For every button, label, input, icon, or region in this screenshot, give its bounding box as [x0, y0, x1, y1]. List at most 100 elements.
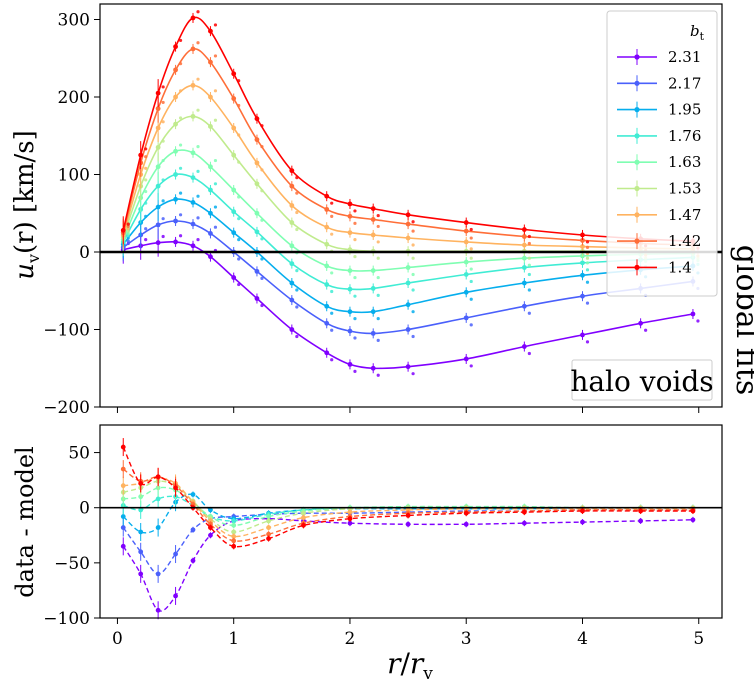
- data-dot-1.47-5: [213, 89, 218, 93]
- point-1.76-5: [208, 187, 213, 193]
- data-dot-1.63-14: [527, 263, 531, 267]
- point-1.53-9: [324, 241, 330, 247]
- global-fits-label: global fits: [729, 245, 754, 396]
- point-1.95-11: [370, 309, 376, 315]
- data-dot-1.47-12: [411, 243, 415, 247]
- data-dot-1.95-1: [144, 214, 148, 218]
- point-1.95-14: [521, 280, 527, 286]
- legend-entry-1.63: 1.63: [617, 153, 701, 171]
- point-2.31-12: [405, 364, 411, 370]
- point-2.31-10: [405, 521, 411, 527]
- data-dot-1.63-10: [353, 275, 357, 280]
- point-1.4-4: [190, 15, 196, 21]
- point-1.4-13: [580, 508, 585, 514]
- point-2.31-2: [155, 607, 161, 613]
- data-dot-1.95-8: [295, 288, 299, 292]
- point-1.53-6: [231, 152, 237, 158]
- data-dot-2.17-15: [585, 301, 590, 305]
- top-panel-frame: [99, 3, 723, 408]
- point-2.17-3: [173, 551, 178, 557]
- data-dot-2.31-2: [161, 234, 165, 239]
- point-1.76-2: [155, 496, 161, 502]
- data-dot-2.17-6: [237, 257, 241, 261]
- data-dot-1.76-10: [353, 294, 357, 298]
- y-tick-label: 100: [58, 166, 90, 186]
- point-2.31-5: [208, 532, 213, 538]
- point-1.95-4: [190, 200, 196, 205]
- data-dot-1.95-10: [353, 317, 357, 321]
- legend-entry-2.17: 2.17: [617, 74, 701, 92]
- data-dot-1.53-15: [585, 256, 590, 260]
- point-1.4-9: [347, 516, 353, 522]
- legend-marker: [634, 185, 640, 192]
- data-dot-2.17-9: [330, 328, 334, 332]
- data-dot-1.47-8: [295, 210, 299, 215]
- point-2.17-7: [254, 268, 260, 274]
- data-dot-1.63-15: [585, 261, 590, 265]
- point-1.4-15: [690, 508, 696, 514]
- point-1.63-2: [155, 164, 161, 170]
- data-dot-1.76-11: [376, 293, 380, 297]
- point-1.76-11: [370, 286, 376, 291]
- bottom-panel-frame: [99, 424, 723, 619]
- point-1.95-2: [155, 525, 161, 530]
- series-1.76: [120, 169, 696, 295]
- point-2.17-11: [370, 330, 376, 336]
- legend-label: 2.31: [668, 48, 701, 66]
- bottom-x-axis: 0 1 2 3 4 5: [112, 618, 704, 649]
- data-dot-2.17-4: [196, 216, 200, 220]
- point-2.31-3: [173, 593, 178, 599]
- legend-entry-1.47: 1.47: [617, 206, 701, 224]
- point-1.95-6: [231, 230, 237, 236]
- data-dot-2.31-14: [527, 351, 531, 356]
- data-dot-1.63-12: [411, 272, 415, 277]
- point-2.31-9: [324, 350, 330, 356]
- legend-label: 1.42: [668, 232, 701, 250]
- point-2.17-2: [155, 571, 161, 577]
- data-dot-1.53-12: [411, 256, 415, 260]
- data-dot-1.95-13: [469, 297, 473, 301]
- point-2.31-4: [190, 558, 196, 564]
- point-1.76-14: [521, 265, 527, 270]
- point-2.17-15: [580, 293, 585, 299]
- point-2.31-6: [231, 275, 237, 280]
- point-2.31-9: [347, 520, 353, 526]
- series-line-1.4: [122, 16, 693, 242]
- point-2.31-8: [289, 327, 295, 332]
- data-dot-2.31-4: [196, 238, 200, 242]
- point-1.53-2: [155, 144, 161, 150]
- data-dot-1.53-13: [469, 256, 473, 260]
- legend-label: 1.76: [668, 127, 701, 145]
- point-2.17-2: [155, 222, 161, 228]
- data-dot-1.4-2: [161, 85, 165, 89]
- point-1.47-14: [521, 242, 527, 248]
- data-dot-1.42-10: [353, 221, 357, 225]
- data-dot-1.4-1: [144, 147, 148, 151]
- point-1.42-2: [155, 106, 161, 112]
- point-1.53-6: [231, 529, 237, 535]
- series-line-2.31: [122, 517, 693, 612]
- data-dot-1.4-3: [178, 38, 183, 43]
- data-dot-1.53-8: [295, 227, 299, 232]
- data-dot-1.4-13: [469, 227, 473, 232]
- data-dot-1.76-5: [213, 182, 218, 186]
- data-dot-2.31-13: [469, 364, 473, 368]
- point-1.4-5: [208, 525, 213, 530]
- point-1.42-11: [370, 217, 376, 222]
- data-dot-1.53-11: [376, 256, 380, 260]
- legend-entries: 2.31 2.17 1.95 1.76 1.63 1.53 1.47 1.42 1.4: [617, 48, 701, 276]
- point-1.4-15: [580, 232, 585, 238]
- point-1.47-0: [120, 483, 126, 489]
- series-line-1.4: [122, 446, 693, 548]
- point-1.95-5: [208, 210, 213, 216]
- data-dot-1.76-9: [330, 289, 334, 294]
- point-1.47-2: [155, 125, 161, 131]
- point-2.17-9: [324, 320, 330, 326]
- annotation-box: halo voids: [570, 359, 714, 401]
- data-dot-2.31-8: [295, 334, 299, 339]
- data-dot-2.17-10: [353, 336, 357, 340]
- data-dot-1.95-9: [330, 311, 334, 315]
- x-tick-label: 0: [112, 629, 123, 649]
- point-1.63-9: [324, 263, 330, 269]
